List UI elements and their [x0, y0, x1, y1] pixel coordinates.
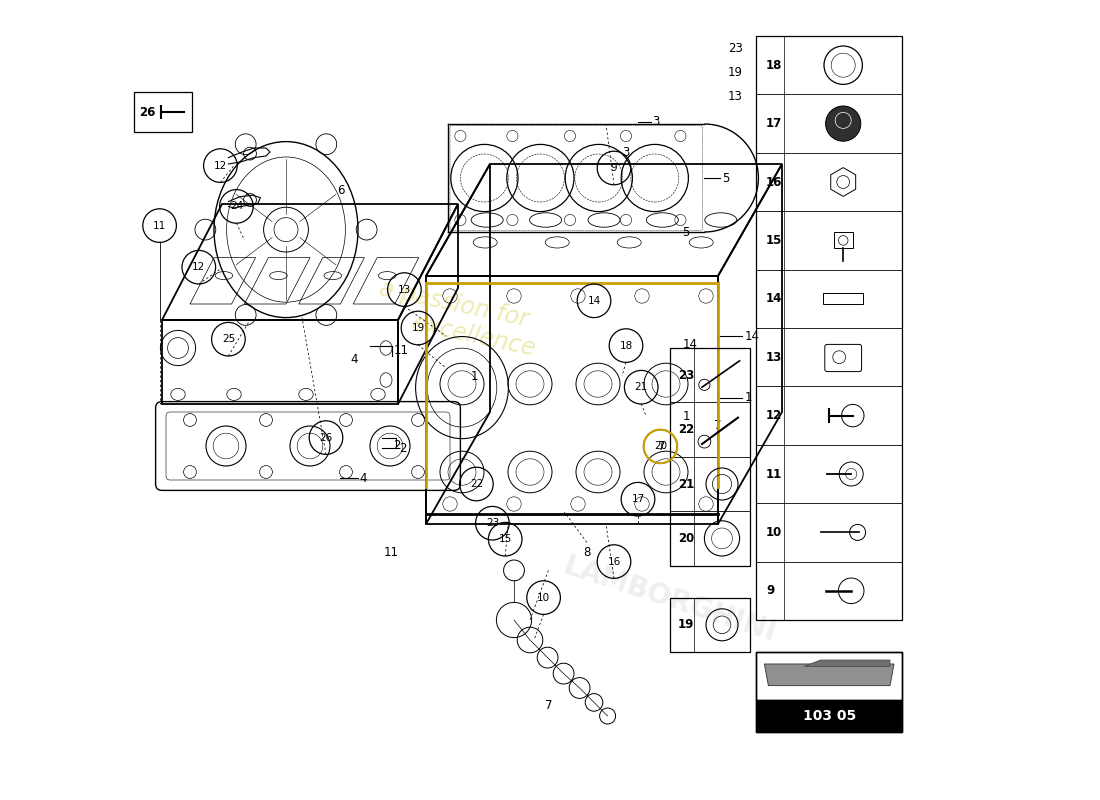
Text: 21: 21	[678, 478, 694, 490]
Text: 8: 8	[583, 546, 591, 558]
Text: 18: 18	[619, 341, 632, 350]
Text: 10: 10	[766, 526, 782, 539]
Text: 22: 22	[470, 479, 483, 489]
Text: 11: 11	[384, 546, 399, 558]
Text: 5: 5	[722, 172, 729, 185]
Text: 16: 16	[607, 557, 620, 566]
Bar	[670, 598, 750, 652]
Text: 6: 6	[337, 184, 344, 197]
Text: 13: 13	[398, 285, 411, 294]
Text: 9: 9	[766, 584, 774, 598]
Text: 11: 11	[766, 467, 782, 481]
Bar	[757, 36, 902, 620]
Text: 26: 26	[140, 106, 156, 118]
Text: 16: 16	[766, 175, 782, 189]
Text: a passion for: a passion for	[377, 277, 531, 331]
Text: 2: 2	[393, 439, 400, 452]
Text: 1: 1	[745, 391, 752, 404]
Text: 23: 23	[486, 518, 499, 528]
Text: 17: 17	[631, 494, 645, 504]
Text: 12: 12	[766, 409, 782, 422]
Text: 23: 23	[678, 369, 694, 382]
Circle shape	[826, 106, 861, 141]
Text: 21: 21	[635, 382, 648, 392]
Text: excellence: excellence	[410, 311, 538, 361]
Text: 14: 14	[766, 292, 782, 306]
Bar	[834, 232, 852, 248]
Text: 3: 3	[623, 146, 629, 158]
Text: 24: 24	[230, 202, 243, 211]
Text: 18: 18	[766, 58, 782, 72]
Text: 4: 4	[360, 472, 367, 485]
Polygon shape	[804, 660, 890, 666]
Text: 12: 12	[213, 161, 227, 170]
Text: 11: 11	[394, 344, 409, 357]
Text: 14: 14	[682, 338, 697, 350]
Text: 15: 15	[766, 234, 782, 247]
Text: 23: 23	[728, 42, 743, 54]
Text: 7: 7	[658, 440, 666, 453]
Text: 14: 14	[587, 296, 601, 306]
Text: 19: 19	[411, 323, 425, 333]
Bar	[757, 652, 902, 732]
Text: 13: 13	[728, 90, 743, 102]
Text: LAMBORGHINI: LAMBORGHINI	[560, 552, 780, 648]
Text: 4: 4	[350, 354, 358, 366]
Bar	[823, 293, 864, 304]
Text: 10: 10	[537, 593, 550, 602]
Text: 1: 1	[682, 410, 690, 422]
Text: 3: 3	[652, 115, 660, 128]
Text: 1: 1	[471, 370, 477, 382]
Text: 7: 7	[714, 419, 722, 432]
Text: 26: 26	[319, 433, 332, 442]
Text: 12: 12	[192, 262, 206, 272]
Text: 19: 19	[728, 66, 744, 78]
Bar	[757, 652, 902, 700]
Text: 5: 5	[682, 226, 690, 238]
Text: 25: 25	[222, 334, 235, 344]
Text: 20: 20	[653, 442, 667, 451]
Text: 13: 13	[766, 350, 782, 364]
Text: 103 05: 103 05	[803, 709, 856, 723]
Text: 17: 17	[766, 117, 782, 130]
Text: 2: 2	[399, 442, 407, 454]
Bar	[134, 92, 191, 132]
Text: 11: 11	[153, 221, 166, 230]
Text: 14: 14	[745, 330, 759, 342]
Bar	[757, 700, 902, 732]
Text: 7: 7	[544, 699, 552, 712]
Text: 22: 22	[678, 423, 694, 436]
Polygon shape	[764, 664, 894, 686]
Text: 15: 15	[498, 534, 512, 544]
Text: 9: 9	[610, 163, 617, 173]
Text: 20: 20	[678, 532, 694, 545]
Bar	[670, 348, 750, 566]
Text: 19: 19	[678, 618, 694, 631]
